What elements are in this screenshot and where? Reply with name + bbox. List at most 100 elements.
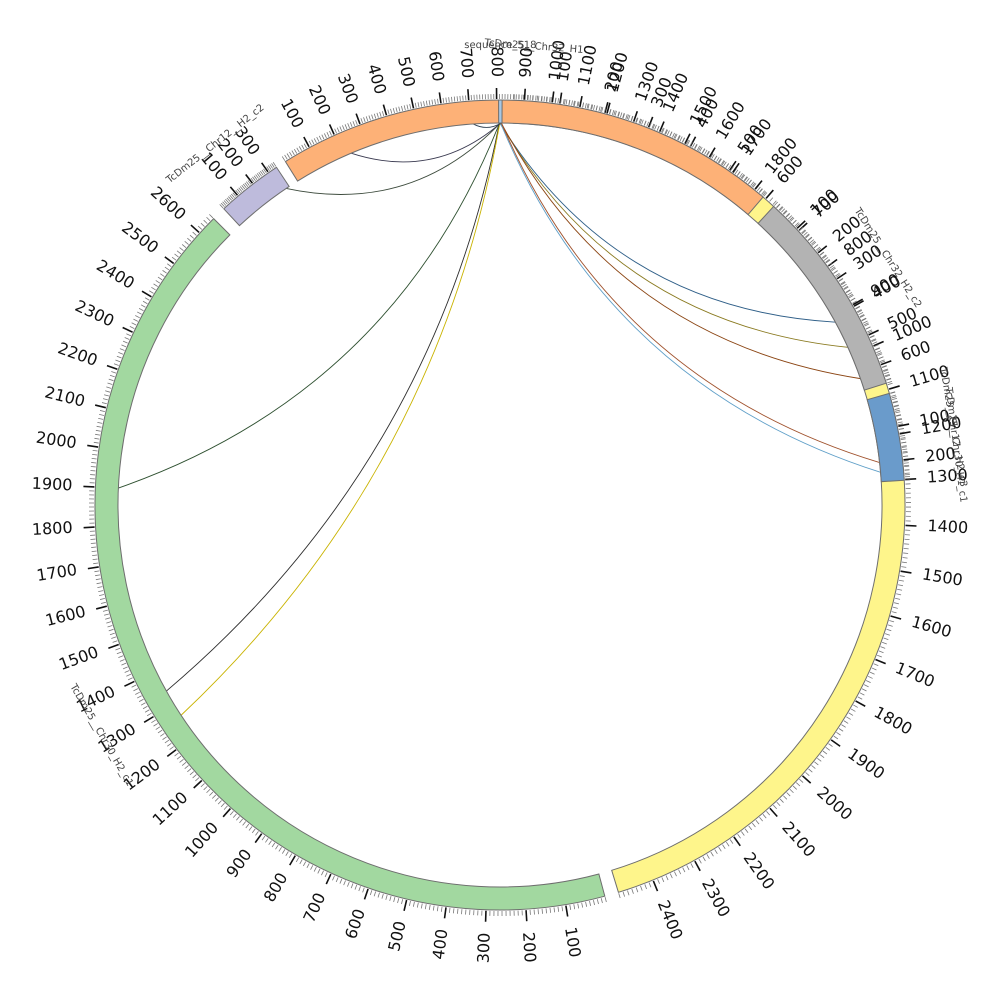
tick-minor [850, 708, 856, 712]
tick-label: 1400 [927, 516, 969, 537]
tick-minor [617, 111, 621, 117]
tick-minor [883, 369, 889, 372]
tick-label: 300 [474, 932, 494, 963]
tick-minor [876, 352, 882, 355]
tick-minor [142, 300, 148, 305]
tick-minor [371, 114, 374, 120]
tick-minor [895, 414, 902, 417]
tick-minor [677, 135, 681, 141]
tick-minor [381, 111, 385, 117]
tick-minor [293, 148, 298, 154]
tick-minor [669, 873, 673, 879]
tick-minor [255, 174, 259, 179]
tick-minor [872, 341, 878, 345]
tick-minor [100, 601, 106, 604]
tick-major [606, 102, 611, 114]
tick-minor [750, 181, 755, 186]
tick-minor [355, 120, 358, 126]
tick-label: 600 [425, 50, 448, 83]
tick-minor [557, 98, 559, 104]
tick-minor [153, 283, 158, 287]
tick-label: 2200 [740, 849, 779, 893]
tick-minor [91, 462, 97, 464]
tick-minor [589, 900, 591, 906]
tick-minor [756, 186, 761, 192]
tick-minor [261, 835, 266, 841]
tick-minor [573, 100, 576, 106]
tick-major [604, 101, 609, 114]
tick-minor [652, 124, 656, 130]
tick-minor [97, 586, 103, 589]
tick-minor [789, 788, 794, 794]
tick-minor [160, 733, 165, 737]
tick-minor [585, 901, 588, 907]
tick-minor [838, 728, 844, 732]
tick-minor [140, 304, 146, 308]
tick-minor [867, 329, 872, 333]
link-chr30_h1_c1 [499, 122, 848, 348]
tick-minor [848, 294, 854, 299]
tick-minor [428, 100, 431, 106]
tick-minor [669, 131, 673, 137]
tick-minor [181, 762, 187, 766]
tick-minor [618, 893, 621, 899]
tick-minor [140, 702, 146, 706]
tick-minor [803, 231, 808, 236]
tick-minor [318, 135, 322, 141]
tick-minor [590, 104, 593, 110]
tick-minor [385, 894, 388, 900]
tick-minor [255, 831, 259, 836]
tick-major [141, 290, 152, 298]
tick-minor [811, 241, 817, 246]
tick-minor [785, 212, 790, 218]
tick-minor [561, 906, 564, 912]
tick-minor [261, 169, 266, 175]
tick-minor [326, 132, 330, 137]
tick-minor [124, 670, 130, 673]
link-chr30_h2_c1 [118, 122, 501, 489]
tick-minor [859, 692, 865, 696]
tick-major [905, 477, 917, 481]
tick-minor [892, 400, 898, 403]
tick-minor [865, 680, 871, 684]
tick-minor [138, 698, 144, 702]
tick-minor [805, 234, 810, 239]
tick-minor [786, 792, 791, 797]
tick-minor [869, 334, 875, 338]
tick-minor [223, 805, 228, 810]
tick-minor [217, 800, 222, 805]
tick-minor [790, 217, 795, 222]
tick-minor [133, 318, 139, 322]
tick-minor [819, 251, 825, 256]
tick-minor [776, 203, 781, 209]
tick-label: 400 [364, 62, 391, 97]
tick-label: 2100 [778, 818, 819, 861]
tick-minor [900, 437, 906, 439]
tick-major [363, 888, 369, 900]
tick-major [355, 113, 361, 125]
tick-minor [360, 118, 363, 124]
tick-minor [855, 306, 861, 310]
tick-minor [144, 297, 150, 301]
segment-name: sequence_518 [464, 40, 536, 51]
tick-minor [801, 230, 807, 235]
tick-minor [99, 414, 105, 416]
tick-minor [874, 347, 880, 351]
tick-minor [373, 113, 377, 119]
link-chr12_h2_c2 [286, 122, 501, 195]
tick-label: 700 [299, 890, 329, 926]
tick-minor [625, 114, 628, 120]
tick-minor [308, 140, 312, 146]
tick-minor [821, 254, 827, 259]
tick-minor [301, 144, 305, 150]
tick-label: 200 [924, 444, 956, 466]
tick-major [836, 271, 847, 280]
tick-minor [253, 175, 258, 180]
tick-minor [347, 881, 350, 887]
tick-minor [584, 103, 587, 109]
tick-minor [881, 365, 887, 368]
tick-minor [869, 671, 875, 675]
tick-minor [877, 654, 882, 658]
tick-minor [222, 201, 227, 206]
tick-minor [316, 136, 320, 142]
